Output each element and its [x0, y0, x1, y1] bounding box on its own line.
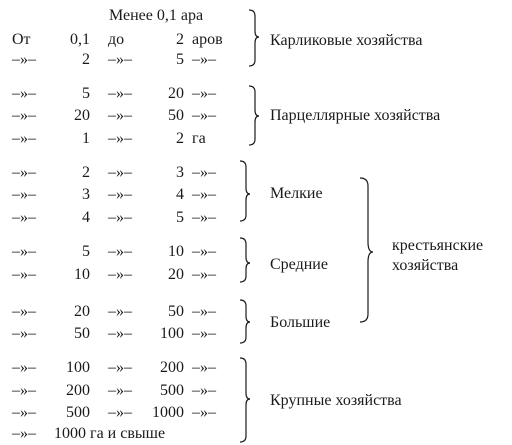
group-label-big: Крупные хозяйства [270, 392, 402, 409]
col-to: –»– [108, 51, 132, 68]
col-unit: –»– [192, 107, 216, 124]
brace-big [239, 357, 251, 443]
col-to: –»– [108, 130, 132, 147]
col-upper: 20 [168, 85, 184, 102]
col-lower: 1 [82, 130, 90, 147]
col-to: до [108, 31, 125, 48]
brace-parcel [248, 85, 260, 146]
header-top-text: Менее 0,1 ара [109, 7, 204, 24]
col-to: –»– [108, 107, 132, 124]
col-from: –»– [12, 359, 36, 376]
group-label-large: Большие [270, 314, 331, 331]
col-from: –»– [12, 325, 36, 342]
brace-peasant [359, 177, 374, 323]
col-lower: 50 [74, 325, 90, 342]
col-from: –»– [12, 303, 36, 320]
col-upper: 5 [176, 51, 184, 68]
col-to: –»– [108, 243, 132, 260]
col-from: –»– [12, 186, 36, 203]
col-from: –»– [12, 164, 36, 181]
col-to: –»– [108, 85, 132, 102]
col-to: –»– [108, 266, 132, 283]
col-lower: 20 [74, 303, 90, 320]
col-upper: 2 [176, 31, 184, 48]
col-upper: 4 [176, 186, 184, 203]
col-to: –»– [108, 325, 132, 342]
col-upper: 20 [168, 266, 184, 283]
col-unit: –»– [192, 164, 216, 181]
col-to: –»– [108, 303, 132, 320]
col-lower: 3 [82, 186, 90, 203]
last-row-text: 1000 га и свыше [54, 425, 166, 442]
col-unit: га [192, 130, 206, 147]
col-from: –»– [12, 266, 36, 283]
col-unit: –»– [192, 85, 216, 102]
col-unit: –»– [192, 325, 216, 342]
col-to: –»– [108, 164, 132, 181]
col-to: –»– [108, 382, 132, 399]
col-to: –»– [108, 209, 132, 226]
col-unit: –»– [192, 404, 216, 421]
col-upper: 100 [160, 325, 184, 342]
col-lower: 2 [82, 164, 90, 181]
group-label-peasant-1: крестьянские [392, 237, 484, 254]
col-lower: 10 [74, 266, 90, 283]
col-unit: –»– [192, 266, 216, 283]
col-lower: 100 [66, 359, 90, 376]
col-from: –»– [12, 382, 36, 399]
col-from: –»– [12, 85, 36, 102]
col-unit: –»– [192, 359, 216, 376]
brace-dwarf [248, 9, 260, 67]
group-label-parcel: Парцеллярные хозяйства [270, 107, 441, 124]
col-lower: 5 [82, 85, 90, 102]
col-from: –»– [12, 404, 36, 421]
group-label-medium: Средние [270, 256, 328, 273]
col-upper: 3 [176, 164, 184, 181]
col-from: –»– [12, 51, 36, 68]
group-label-small: Мелкие [270, 185, 323, 202]
col-from: –»– [12, 107, 36, 124]
col-lower: 5 [82, 243, 90, 260]
col-upper: 50 [168, 303, 184, 320]
col-from: –»– [12, 130, 36, 147]
col-lower: 0,1 [70, 31, 90, 48]
group-label-peasant-2: хозяйства [392, 257, 459, 274]
col-unit: –»– [192, 51, 216, 68]
col-upper: 2 [176, 130, 184, 147]
col-from: От [12, 31, 31, 48]
col-from: –»– [12, 243, 36, 260]
col-lower: 200 [66, 382, 90, 399]
col-upper: 500 [160, 382, 184, 399]
col-from: –»– [12, 209, 36, 226]
col-unit: –»– [192, 303, 216, 320]
col-unit: аров [192, 31, 223, 48]
col-unit: –»– [192, 186, 216, 203]
col-lower: 2 [82, 51, 90, 68]
col-lower: 20 [74, 107, 90, 124]
col-upper: 10 [168, 243, 184, 260]
brace-small [239, 160, 251, 222]
col-lower: 500 [66, 404, 90, 421]
brace-large [239, 299, 251, 344]
col-upper: 5 [176, 209, 184, 226]
col-to: –»– [108, 186, 132, 203]
col-unit: –»– [192, 209, 216, 226]
col-unit: –»– [192, 382, 216, 399]
col-unit: –»– [192, 243, 216, 260]
col-lower: 4 [82, 209, 90, 226]
last-row-ditto: –»– [12, 425, 36, 442]
group-label-dwarf: Карликовые хозяйства [270, 32, 423, 49]
col-upper: 1000 [152, 404, 184, 421]
brace-medium [239, 237, 251, 283]
col-to: –»– [108, 404, 132, 421]
col-upper: 200 [160, 359, 184, 376]
col-upper: 50 [168, 107, 184, 124]
col-to: –»– [108, 359, 132, 376]
